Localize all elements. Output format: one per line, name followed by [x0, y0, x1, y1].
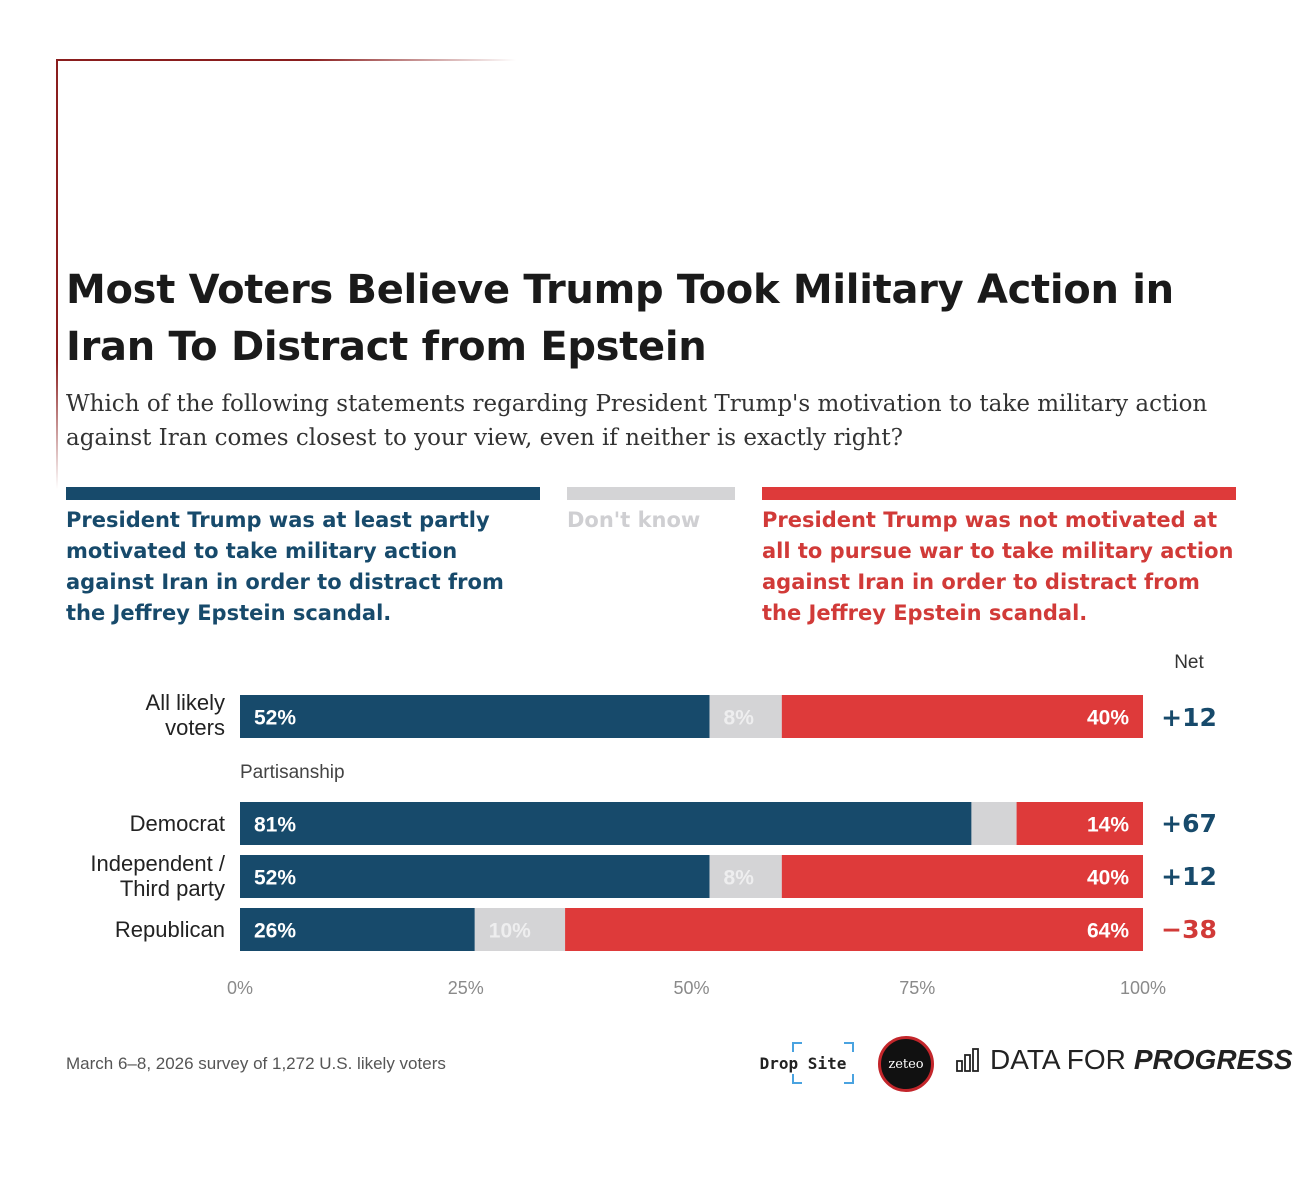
- frame-top-rule: [56, 59, 516, 61]
- data-label-at-least-partly-motivated-all-likely-voters: 52%: [254, 707, 296, 730]
- bar-chart-icon: [956, 1048, 979, 1072]
- chart-subtitle: Which of the following statements regard…: [66, 391, 1208, 451]
- x-tick-label: 0%: [227, 978, 253, 998]
- net-header: Net: [1174, 652, 1204, 673]
- logo-corner-mark: [792, 1074, 802, 1084]
- zeteo-logo: zeteo: [878, 1036, 934, 1092]
- source-note: March 6–8, 2026 survey of 1,272 U.S. lik…: [66, 1054, 446, 1073]
- data-label-not-motivated-at-all-republican: 64%: [1087, 920, 1129, 943]
- legend-swatch-blue: [66, 487, 540, 500]
- dfp-logo-light: DATA FOR: [990, 1044, 1126, 1075]
- data-for-progress-logo: DATA FOR PROGRESS: [956, 1044, 1293, 1076]
- bar-don-t-know-all-likely-voters: [709, 695, 782, 738]
- x-tick-label: 50%: [673, 978, 709, 998]
- net-value-independent: +12: [1161, 862, 1217, 891]
- legend-text-gray: Don't know: [567, 508, 701, 532]
- bar-not-motivated-at-all-republican: [565, 908, 1143, 951]
- data-label-don-t-know-all-likely-voters: 8%: [724, 707, 755, 730]
- legend-swatch-red: [762, 487, 1236, 500]
- data-label-don-t-know-independent-third-party: 8%: [724, 867, 755, 890]
- bar-at-least-partly-motivated-independent-third-party: [240, 855, 710, 898]
- net-value-republican: −38: [1161, 915, 1217, 944]
- bar-not-motivated-at-all-independent-third-party: [781, 855, 1143, 898]
- row-label-line: Republican: [114, 917, 225, 942]
- row-label-line: All likely: [145, 690, 225, 715]
- row-label-line: Third party: [119, 876, 225, 901]
- data-label-not-motivated-at-all-all-likely-voters: 40%: [1087, 707, 1129, 730]
- data-label-not-motivated-at-all-democrat: 14%: [1087, 814, 1129, 837]
- data-label-at-least-partly-motivated-democrat: 81%: [254, 814, 296, 837]
- bar-at-least-partly-motivated-all-likely-voters: [240, 695, 710, 738]
- bar-don-t-know-republican: [474, 908, 566, 951]
- row-label-democrat: Democrat: [130, 811, 225, 836]
- data-label-not-motivated-at-all-independent-third-party: 40%: [1087, 867, 1129, 890]
- legend-text-red: President Trump was not motivated at all…: [762, 508, 1234, 625]
- section-label-partisanship: Partisanship: [240, 762, 345, 783]
- logo-corner-mark: [844, 1074, 854, 1084]
- chart-title: Most Voters Believe Trump Took Military …: [66, 267, 1174, 370]
- bar-not-motivated-at-all-all-likely-voters: [781, 695, 1143, 738]
- legend-swatch-gray: [567, 487, 735, 500]
- frame-left-rule: [56, 59, 58, 489]
- row-label-republican: Republican: [115, 917, 225, 942]
- logo-corner-mark: [844, 1042, 854, 1052]
- net-value-all-likely-voters: +12: [1161, 703, 1217, 732]
- legend-text-blue: President Trump was at least partly moti…: [66, 508, 504, 625]
- drop-site-logo: Drop Site: [752, 1042, 854, 1084]
- bar-at-least-partly-motivated-republican: [240, 908, 475, 951]
- row-label-line: Democrat: [129, 811, 225, 836]
- row-label-all-likely-voters: All likely voters: [146, 690, 225, 740]
- data-label-don-t-know-republican: 10%: [489, 920, 531, 943]
- net-value-democrat: +67: [1161, 809, 1217, 838]
- row-label-line: Independent /: [90, 851, 225, 876]
- drop-site-logo-text: Drop Site: [759, 1053, 847, 1073]
- bar-at-least-partly-motivated-democrat: [240, 802, 972, 845]
- row-label-line: voters: [165, 715, 225, 740]
- x-tick-label: 75%: [899, 978, 935, 998]
- logo-corner-mark: [792, 1042, 802, 1052]
- bar-don-t-know-independent-third-party: [709, 855, 782, 898]
- bar-not-motivated-at-all-democrat: [1016, 802, 1143, 845]
- zeteo-logo-text: zeteo: [888, 1056, 924, 1072]
- row-label-independent: Independent / Third party: [90, 851, 225, 901]
- x-tick-label: 25%: [448, 978, 484, 998]
- x-tick-label: 100%: [1120, 978, 1166, 998]
- dfp-logo-bold: PROGRESS: [1133, 1044, 1293, 1075]
- data-label-at-least-partly-motivated-republican: 26%: [254, 920, 296, 943]
- data-label-at-least-partly-motivated-independent-third-party: 52%: [254, 867, 296, 890]
- bar-don-t-know-democrat: [971, 802, 1017, 845]
